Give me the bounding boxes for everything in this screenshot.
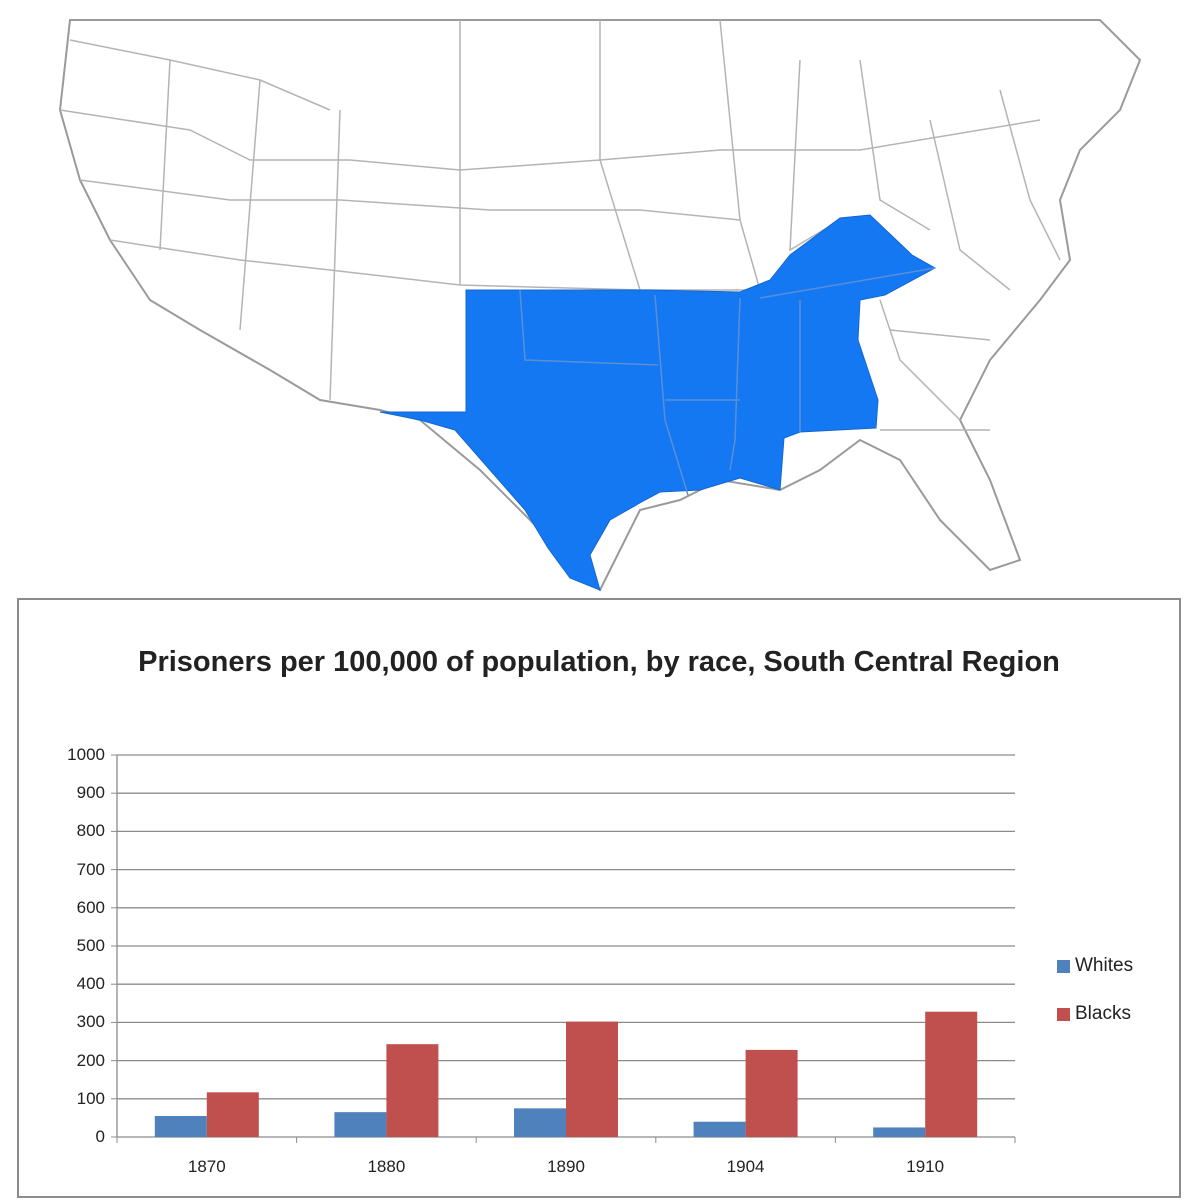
- y-tick-label: 800: [76, 821, 105, 841]
- y-tick-label: 200: [76, 1050, 105, 1070]
- legend-swatch: [1057, 1007, 1070, 1021]
- map-region-borders: [519, 267, 936, 496]
- x-tick-label: 1880: [367, 1157, 406, 1176]
- chart-plot: [111, 754, 1016, 1143]
- bar-blacks-1870: [206, 1092, 259, 1137]
- map-state-borders: [59, 19, 1061, 431]
- y-tick-label: 1000: [67, 745, 105, 764]
- legend-label: Whites: [1075, 955, 1134, 976]
- x-tick-label: 1904: [726, 1157, 765, 1176]
- bar-whites-1904: [693, 1121, 746, 1137]
- bar-blacks-1904: [745, 1049, 798, 1137]
- legend-label: Blacks: [1075, 1003, 1131, 1024]
- x-tick-label: 1890: [547, 1157, 585, 1176]
- y-tick-label: 600: [76, 897, 105, 917]
- y-tick-label: 400: [76, 974, 105, 994]
- bar-whites-1890: [514, 1108, 566, 1137]
- map-svg: [58, 19, 1142, 592]
- bar-whites-1880: [334, 1112, 387, 1137]
- legend-item-blacks: Blacks: [1057, 1003, 1131, 1025]
- bar-blacks-1890: [566, 1021, 618, 1137]
- y-tick-label: 700: [76, 859, 105, 879]
- bar-blacks-1880: [386, 1044, 439, 1137]
- x-tick-label: 1910: [906, 1157, 945, 1176]
- chart-title: Prisoners per 100,000 of population, by …: [138, 646, 1060, 678]
- y-tick-label: 500: [76, 936, 105, 955]
- chart-panel: Prisoners per 100,000 of population, by …: [17, 598, 1181, 1198]
- x-tick-label: 1870: [187, 1157, 226, 1176]
- y-tick-label: 300: [76, 1012, 105, 1032]
- legend-item-whites: Whites: [1057, 955, 1133, 977]
- legend-swatch: [1057, 959, 1070, 973]
- y-tick-label: 100: [76, 1088, 105, 1108]
- bar-whites-1870: [154, 1115, 207, 1137]
- us-map: [0, 0, 1200, 596]
- bar-blacks-1910: [925, 1011, 978, 1137]
- y-tick-label: 0: [95, 1127, 105, 1146]
- map-south-central-region: [379, 214, 937, 591]
- y-tick-label: 900: [76, 783, 105, 803]
- bar-whites-1910: [873, 1127, 926, 1137]
